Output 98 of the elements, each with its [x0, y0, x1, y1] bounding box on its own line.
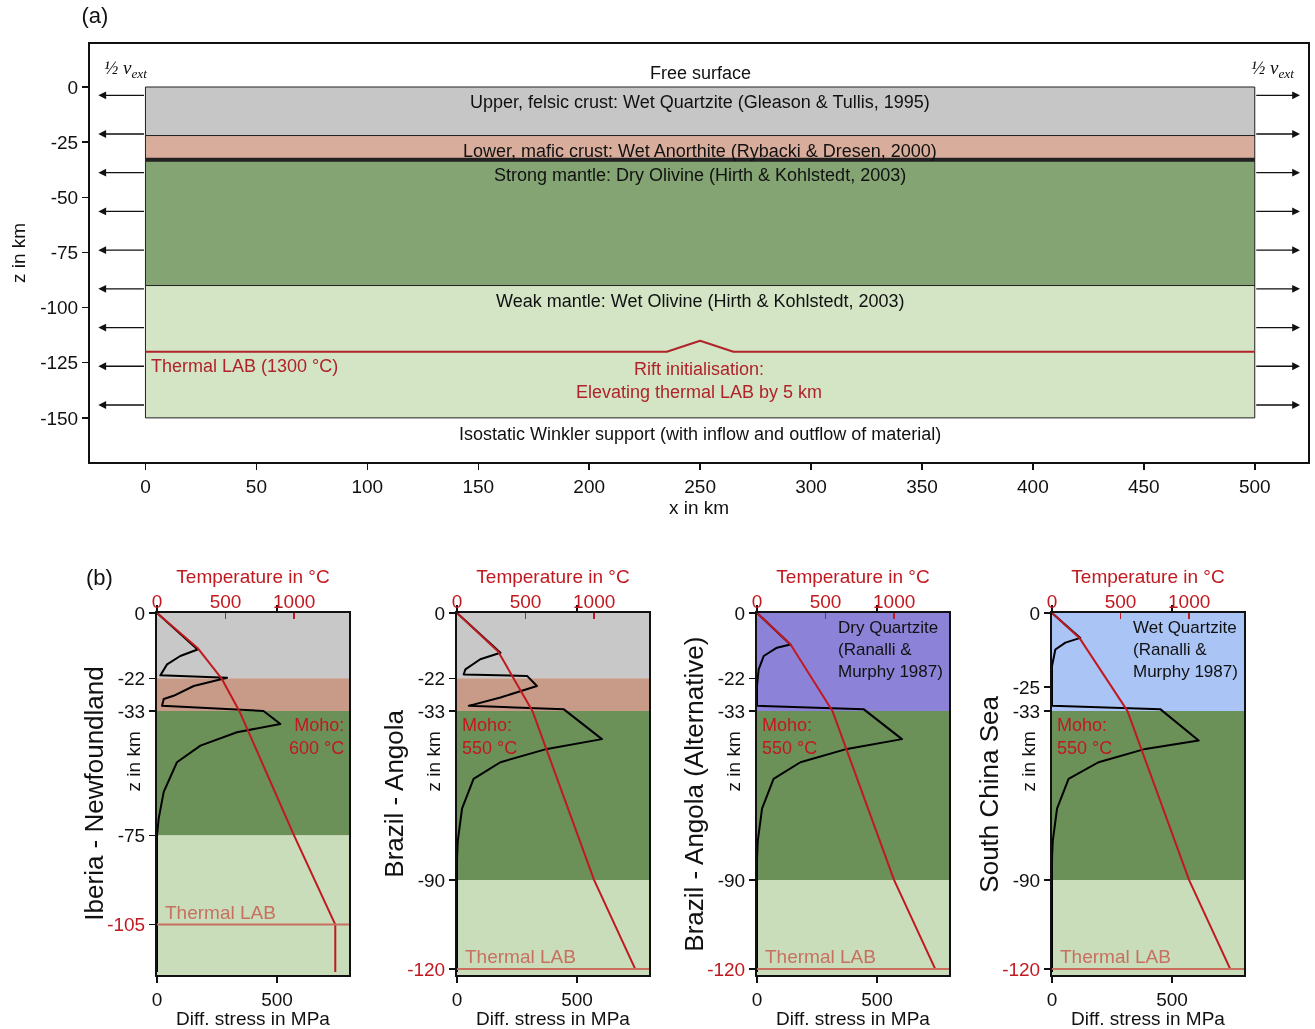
x-axis-title: Diff. stress in MPa: [476, 1008, 631, 1029]
x-tick-label: 200: [573, 475, 606, 497]
chart-title: (a): [81, 3, 109, 29]
y-tick-label: -105: [107, 914, 146, 936]
x2-tick-label: 500: [209, 591, 242, 613]
y-tick-label: -150: [40, 407, 79, 429]
y-tick-label: -22: [717, 667, 746, 689]
y-tick-label: -120: [1002, 958, 1041, 980]
x-tick-label: 500: [561, 988, 593, 1010]
y-tick-label: -75: [50, 242, 79, 264]
y-tick-label: -120: [407, 958, 446, 980]
y-tick-label: 0: [434, 602, 446, 624]
y-tick-label: -25: [1012, 676, 1041, 698]
ref-line-label: Thermal LAB: [1060, 946, 1171, 967]
band-label: Lower, mafic crust: Wet Anorthite (Rybacki & Dresen, 2000): [463, 141, 937, 161]
x-tick-label: 500: [1156, 988, 1188, 1010]
x-tick-label: 0: [151, 988, 163, 1010]
x-axis-title: Diff. stress in MPa: [176, 1008, 331, 1029]
x2-tick-label: 500: [509, 591, 542, 613]
annotation: Moho: 550 °C: [462, 715, 518, 759]
text: (b): [86, 565, 113, 590]
x-tick-label: 250: [684, 475, 716, 497]
y-tick-label: -33: [117, 700, 146, 722]
ref-line-label: Thermal LAB: [765, 946, 876, 967]
x2-axis-title: Temperature in °C: [476, 566, 630, 588]
text: South China Sea: [973, 695, 1004, 893]
x-tick-label: 50: [245, 475, 267, 497]
x2-axis-title: Temperature in °C: [176, 566, 330, 588]
y-tick-label: -33: [1012, 700, 1041, 722]
x2-tick-label: 500: [809, 591, 842, 613]
y-axis-title: z in km: [422, 731, 444, 792]
band-label: Strong mantle: Dry Olivine (Hirth & Kohlstedt, 2003): [494, 165, 907, 185]
y-tick-label: -120: [707, 958, 746, 980]
annotation: Thermal LAB (1300 °C): [151, 356, 339, 376]
text: Iberia - Newfoundland: [78, 666, 109, 921]
y-tick-label: -22: [417, 667, 446, 689]
x-tick-label: 400: [1017, 475, 1049, 497]
x-tick-label: 350: [906, 475, 938, 497]
y-tick-label: -125: [40, 352, 79, 374]
annotation: ½ v$_{ext}$: [1251, 57, 1295, 81]
y-tick-label: 0: [734, 602, 746, 624]
y-tick-label: 0: [134, 602, 146, 624]
x-axis-title: x in km: [668, 496, 730, 518]
x-tick-label: 450: [1127, 475, 1160, 497]
y-axis-title: z in km: [122, 731, 144, 792]
band-label: Weak mantle: Wet Olivine (Hirth & Kohlstedt, 2003): [496, 291, 905, 311]
y-tick-label: -22: [117, 667, 146, 689]
annotation: Isostatic Winkler support (with inflow and outflow of material): [459, 424, 942, 444]
annotation: Free surface: [650, 63, 752, 83]
x-tick-label: 150: [462, 475, 495, 497]
x-axis-title: Diff. stress in MPa: [776, 1008, 931, 1029]
ref-line-label: Thermal LAB: [165, 902, 276, 923]
text: Brazil - Angola (Alternative): [678, 636, 709, 952]
y-tick-label: 0: [67, 76, 79, 98]
y-tick-label: -33: [717, 700, 746, 722]
ref-line-label: Thermal LAB: [465, 946, 576, 967]
y-tick-label: -90: [417, 869, 446, 891]
y-tick-label: -50: [50, 186, 79, 208]
y-axis-title: z in km: [722, 731, 744, 792]
line-series: [157, 613, 282, 974]
x-axis-title: Diff. stress in MPa: [1071, 1008, 1226, 1029]
y-tick-label: -90: [717, 869, 746, 891]
annotation: Rift initialisation: Elevating thermal LAB by 5 km: [576, 359, 823, 403]
x-tick-label: 0: [751, 988, 763, 1010]
x-tick-label: 500: [261, 988, 293, 1010]
y-tick-label: -100: [40, 297, 79, 319]
x-tick-label: 0: [451, 988, 463, 1010]
x2-tick-label: 0: [151, 591, 163, 613]
x-tick-label: 100: [351, 475, 384, 497]
y-tick-label: -33: [417, 700, 446, 722]
y-axis-title: z in km: [7, 222, 29, 284]
annotation: Moho: 550 °C: [762, 715, 818, 759]
x-tick-label: 300: [795, 475, 827, 497]
x2-axis-title: Temperature in °C: [1071, 566, 1225, 588]
text: Brazil - Angola: [378, 709, 409, 878]
band-label: Wet Quartzite (Ranalli & Murphy 1987): [1133, 618, 1238, 682]
x2-tick-label: 1000: [573, 591, 616, 613]
band-label: Upper, felsic crust: Wet Quartzite (Gleason & Tullis, 1995): [470, 92, 930, 112]
x2-tick-label: 1000: [1168, 591, 1211, 613]
x2-tick-label: 500: [1104, 591, 1137, 613]
band-label: Dry Quartzite (Ranalli & Murphy 1987): [838, 618, 943, 682]
y-tick-label: -75: [117, 825, 146, 847]
x-tick-label: 500: [1238, 475, 1271, 497]
x2-tick-label: 0: [451, 591, 463, 613]
annotation: Moho: 550 °C: [1057, 715, 1113, 759]
x2-axis-title: Temperature in °C: [776, 566, 930, 588]
y-tick-label: -25: [50, 131, 79, 153]
x2-tick-label: 1000: [273, 591, 316, 613]
x2-tick-label: 0: [1046, 591, 1058, 613]
y-axis-title: z in km: [1017, 731, 1039, 792]
x2-tick-label: 1000: [873, 591, 916, 613]
annotation: ½ v$_{ext}$: [104, 57, 148, 81]
y-tick-label: 0: [1029, 602, 1041, 624]
x2-tick-label: 0: [751, 591, 763, 613]
annotation: Moho: 600 °C: [289, 715, 345, 759]
y-tick-label: -90: [1012, 869, 1041, 891]
x-tick-label: 500: [861, 988, 893, 1010]
x-tick-label: 0: [1046, 988, 1058, 1010]
